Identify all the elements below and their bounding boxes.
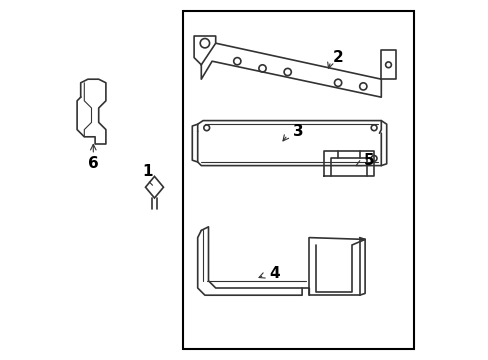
Text: 3: 3 <box>293 124 303 139</box>
Bar <box>183 11 413 349</box>
Text: 6: 6 <box>88 156 99 171</box>
Text: 2: 2 <box>332 50 343 65</box>
Text: 1: 1 <box>142 163 152 179</box>
Text: 4: 4 <box>269 266 280 281</box>
Text: 5: 5 <box>363 153 373 168</box>
